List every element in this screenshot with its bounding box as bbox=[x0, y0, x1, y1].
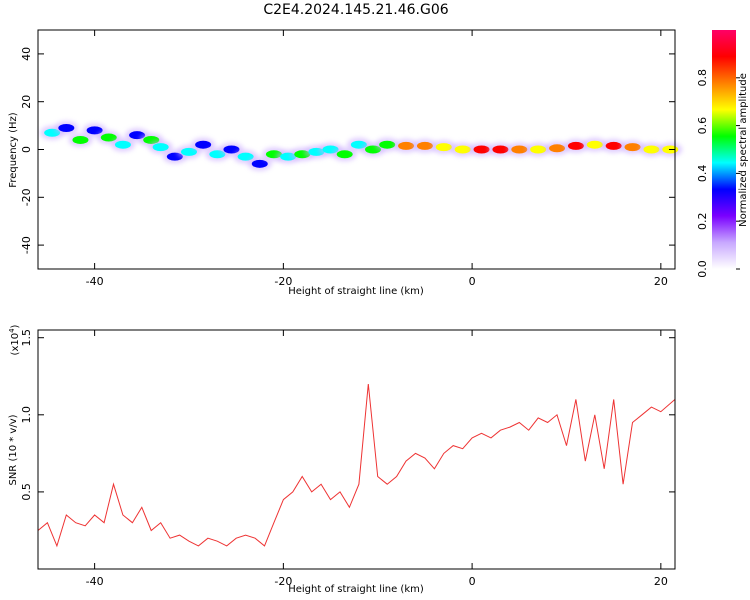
spectrogram-blob-4 bbox=[100, 133, 117, 142]
spectrogram-blob-31 bbox=[511, 145, 528, 154]
snr-series-line bbox=[37, 383, 676, 548]
spectrogram-blob-5 bbox=[114, 140, 131, 149]
spectrogram-blob-32 bbox=[530, 145, 547, 154]
spectrogram-blob-10 bbox=[180, 147, 197, 156]
x-tick-label-3: 20 bbox=[654, 275, 668, 288]
x-tick-label-1: -20 bbox=[274, 575, 292, 588]
colorbar-label: Normalized spectral amplitude bbox=[738, 73, 749, 227]
spectrogram-y-ticks: -40 -20 0 20 40 bbox=[20, 47, 675, 254]
colorbar-tick-label-3: 0.6 bbox=[696, 117, 709, 135]
x-tick-label-3: 20 bbox=[654, 575, 668, 588]
colorbar-ticks: 0.0 0.2 0.4 0.6 0.8 bbox=[696, 69, 740, 278]
y-tick-label-0: -40 bbox=[20, 236, 33, 254]
spectrogram-blob-27 bbox=[435, 143, 452, 152]
y-tick-label-1: -20 bbox=[20, 188, 33, 206]
y-tick-label-0: 0.5 bbox=[20, 483, 33, 501]
spectrogram-blob-26 bbox=[416, 141, 433, 150]
x-tick-label-0: -40 bbox=[86, 575, 104, 588]
spectrogram-blob-15 bbox=[251, 159, 268, 168]
snr-y-multiplier-exponent: 4 bbox=[8, 328, 16, 333]
colorbar: 0.0 0.2 0.4 0.6 0.8 Normalized spectral ampl… bbox=[696, 30, 749, 278]
colorbar-tick-label-1: 0.2 bbox=[696, 212, 709, 230]
snr-x-label: Height of straight line (km) bbox=[288, 584, 424, 595]
colorbar-tick-label-4: 0.8 bbox=[696, 69, 709, 87]
snr-frame bbox=[37, 329, 676, 570]
snr-y-ticks: 0.5 1.0 1.5 bbox=[20, 329, 675, 501]
spectrogram-blob-28 bbox=[454, 145, 471, 154]
spectrogram-blob-24 bbox=[379, 140, 396, 149]
spectrogram-y-label: Frequency (Hz) bbox=[8, 112, 19, 188]
x-tick-label-2: 0 bbox=[469, 275, 476, 288]
spectrogram-blob-8 bbox=[152, 143, 169, 152]
snr-background bbox=[38, 330, 675, 569]
spectrogram-blob-13 bbox=[223, 145, 240, 154]
spectrogram-x-ticks: -40 -20 0 20 bbox=[86, 30, 668, 288]
snr-panel: -40 -20 0 20 0.5 1.0 1.5 Height of straight l… bbox=[8, 324, 676, 595]
spectrogram-blob-36 bbox=[605, 141, 622, 150]
spectrogram-blob-14 bbox=[237, 152, 254, 161]
spectrogram-panel: -40 -20 0 20 -40 -20 0 20 40 Height of straight… bbox=[8, 29, 683, 297]
spectrogram-blob-38 bbox=[643, 145, 660, 154]
spectrogram-blob-33 bbox=[549, 144, 566, 153]
y-tick-label-2: 0 bbox=[20, 146, 33, 153]
x-tick-label-1: -20 bbox=[274, 275, 292, 288]
colorbar-tick-label-2: 0.4 bbox=[696, 165, 709, 183]
colorbar-tick-label-0: 0.0 bbox=[696, 260, 709, 278]
spectrogram-blob-34 bbox=[567, 141, 584, 150]
x-tick-label-2: 0 bbox=[469, 575, 476, 588]
spectrogram-blob-21 bbox=[336, 150, 353, 159]
spectrogram-blob-1 bbox=[58, 123, 75, 132]
snr-y-multiplier-base: (x10 bbox=[10, 333, 21, 356]
spectrogram-blob-37 bbox=[624, 143, 641, 152]
spectrogram-blob-30 bbox=[492, 145, 509, 154]
spectrogram-blob-29 bbox=[473, 145, 490, 154]
spectrogram-blob-3 bbox=[86, 126, 103, 135]
y-tick-label-1: 1.0 bbox=[20, 406, 33, 424]
spectrogram-blob-2 bbox=[72, 135, 89, 144]
spectrogram-marks bbox=[40, 120, 683, 171]
y-tick-label-4: 40 bbox=[20, 47, 33, 61]
spectrogram-x-label: Height of straight line (km) bbox=[288, 286, 424, 297]
spectrogram-blob-25 bbox=[398, 141, 415, 150]
x-tick-label-0: -40 bbox=[86, 275, 104, 288]
snr-y-multiplier: (x104) bbox=[8, 324, 21, 355]
snr-x-ticks: -40 -20 0 20 bbox=[86, 330, 668, 588]
colorbar-gradient-bar bbox=[712, 30, 736, 269]
y-tick-label-2: 1.5 bbox=[20, 329, 33, 347]
spectrogram-blob-35 bbox=[586, 140, 603, 149]
y-tick-label-3: 20 bbox=[20, 95, 33, 109]
figure-title: C2E4.2024.145.21.46.G06 bbox=[263, 2, 448, 18]
spectrogram-blob-11 bbox=[195, 140, 212, 149]
snr-y-label: SNR (10 * v/v) bbox=[8, 414, 19, 485]
